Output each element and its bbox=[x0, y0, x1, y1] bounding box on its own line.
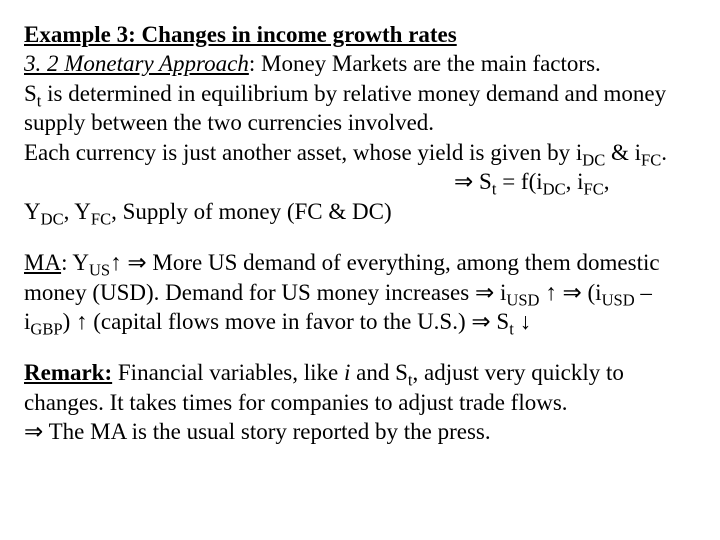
example-title: Example 3: Changes in income growth rate… bbox=[24, 22, 457, 47]
ma-paragraph: MA: YUS↑ ⇒ More US demand of everything,… bbox=[24, 248, 696, 336]
paragraph-equilibrium: St is determined in equilibrium by relat… bbox=[24, 79, 696, 138]
equation-line-2: YDC, YFC, Supply of money (FC & DC) bbox=[24, 197, 696, 226]
section-heading: 3. 2 Monetary Approach bbox=[24, 51, 249, 76]
remark-conclusion: ⇒ The MA is the usual story reported by … bbox=[24, 417, 696, 446]
section-rest: : Money Markets are the main factors. bbox=[249, 51, 601, 76]
equation-line: ⇒ St = f(iDC, iFC, bbox=[24, 167, 696, 196]
remark-paragraph: Remark: Financial variables, like i and … bbox=[24, 358, 696, 417]
paragraph-asset: Each currency is just another asset, who… bbox=[24, 138, 696, 167]
